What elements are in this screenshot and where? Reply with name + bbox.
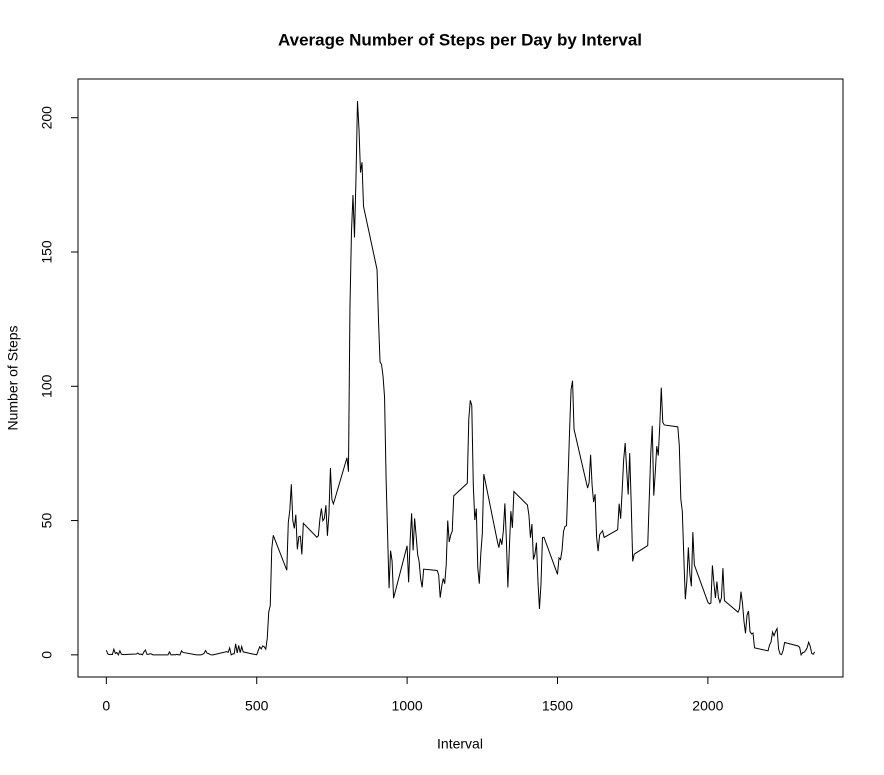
y-tick-label: 100 [39, 374, 55, 398]
y-tick-label: 50 [39, 513, 55, 529]
x-tick-label: 1500 [542, 698, 573, 714]
y-tick-label: 0 [39, 651, 55, 659]
y-tick-label: 200 [39, 106, 55, 130]
x-tick-label: 0 [102, 698, 110, 714]
y-tick-label: 150 [39, 240, 55, 264]
data-line [105, 101, 816, 657]
plot-frame [77, 78, 844, 678]
x-axis-label: Interval [437, 736, 483, 752]
x-tick-label: 2000 [692, 698, 723, 714]
y-axis-label: Number of Steps [5, 325, 21, 430]
chart-title: Average Number of Steps per Day by Inter… [278, 30, 642, 49]
x-tick-label: 500 [245, 698, 269, 714]
x-tick-label: 1000 [392, 698, 423, 714]
